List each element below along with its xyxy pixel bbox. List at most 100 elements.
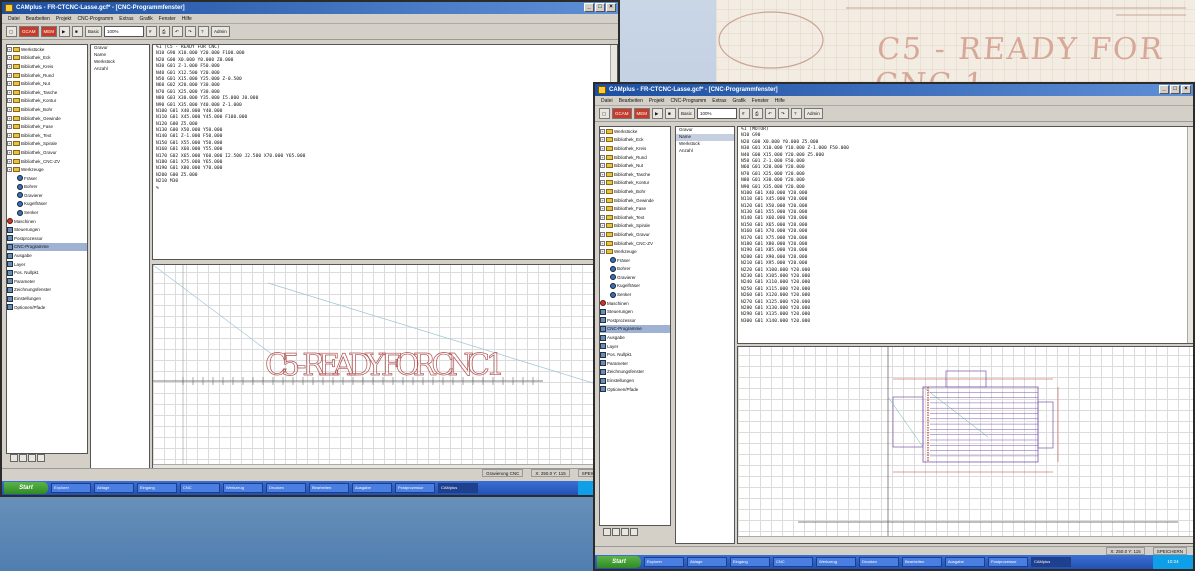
properties-list[interactable]: Gravur Name Werkstück Anzahl xyxy=(675,126,735,544)
tree-item[interactable]: + Bibliothek_Eck xyxy=(600,136,670,145)
expand-icon[interactable]: + xyxy=(600,145,605,151)
window-cnc-text[interactable]: CAMplus - FR-CTCNC-Lasse.gcf* - [CNC-Pro… xyxy=(0,0,620,497)
taskbar-button[interactable]: Postprozessor xyxy=(988,557,1028,567)
tree-item[interactable]: + Bibliothek_Eck xyxy=(7,54,87,63)
tree-item[interactable]: + Bibliothek_Gravur xyxy=(7,148,87,157)
engraving-text[interactable]: C5 - READY FOR CNC 1 xyxy=(265,348,506,384)
menu-item[interactable]: Grafik xyxy=(732,97,746,104)
expand-icon[interactable]: + xyxy=(600,188,605,194)
help-icon[interactable]: ? xyxy=(198,26,210,37)
footer-btn-icon[interactable] xyxy=(19,454,27,462)
expand-icon[interactable]: + xyxy=(7,158,12,164)
list-item[interactable]: Gravur xyxy=(679,127,693,132)
footer-btn-icon[interactable] xyxy=(630,528,638,536)
taskbar-button[interactable]: Ausgabe xyxy=(352,483,392,493)
taskbar-button[interactable]: Explorer xyxy=(51,483,91,493)
help-icon[interactable]: ? xyxy=(791,108,803,119)
admin-button[interactable]: Admin xyxy=(211,26,230,37)
expand-icon[interactable]: + xyxy=(600,163,605,169)
list-item[interactable]: Werkstück xyxy=(94,59,115,64)
mem-button[interactable]: MEM xyxy=(633,108,650,119)
tree-item[interactable]: Steuerungen xyxy=(7,225,87,234)
tree-item[interactable]: Pos. Nullpkt. xyxy=(600,350,670,359)
expand-icon[interactable]: + xyxy=(600,240,605,246)
taskbar-button[interactable]: Eingang xyxy=(730,557,770,567)
tree-item[interactable]: Einstellungen xyxy=(600,376,670,385)
horizontal-scrollbar[interactable] xyxy=(738,536,1193,543)
grid-icon[interactable]: # xyxy=(739,108,751,119)
tree-item[interactable]: Optionen/Pfade xyxy=(7,303,87,312)
taskbar-button[interactable]: Drucken xyxy=(266,483,306,493)
expand-icon[interactable]: + xyxy=(7,124,12,130)
tree-item[interactable]: Bohrer xyxy=(600,265,670,274)
expand-icon[interactable]: + xyxy=(7,55,12,61)
expand-icon[interactable]: + xyxy=(7,106,12,112)
undo-icon[interactable]: ↶ xyxy=(765,108,777,119)
admin-button[interactable]: Admin xyxy=(804,108,823,119)
taskbar-button[interactable]: Ablage xyxy=(687,557,727,567)
taskbar-button[interactable]: Ablage xyxy=(94,483,134,493)
window-motor-drawing[interactable]: CAMplus - FR-CTCNC-Lasse.gcf* - [CNC-Pro… xyxy=(593,82,1195,571)
tree-item[interactable]: Ausgabe xyxy=(600,333,670,342)
tree-item[interactable]: Zeichnungsfenster xyxy=(7,286,87,295)
title-bar[interactable]: CAMplus - FR-CTCNC-Lasse.gcf* - [CNC-Pro… xyxy=(595,84,1193,96)
tree-item[interactable]: + Bibliothek_Rund xyxy=(7,71,87,80)
tree-item[interactable]: + Bibliothek_Kreis xyxy=(600,144,670,153)
list-item[interactable]: Werkstück xyxy=(679,141,700,146)
menu-item[interactable]: Bearbeiten xyxy=(618,97,643,104)
list-item[interactable]: Gravur xyxy=(94,45,108,50)
gcam-button[interactable]: GCAM xyxy=(612,108,632,119)
cnc-code-view[interactable]: %1 (MOTOR) N10 G90 N20 G00 X0.000 Y0.000 Z… xyxy=(737,126,1193,344)
menu-item[interactable]: Fenster xyxy=(158,15,176,22)
expand-icon[interactable]: + xyxy=(7,167,12,173)
start-button[interactable]: Start xyxy=(597,556,641,568)
expand-icon[interactable]: + xyxy=(600,154,605,160)
tree-item[interactable]: Fräser xyxy=(600,256,670,265)
redo-icon[interactable]: ↷ xyxy=(185,26,197,37)
tree-item[interactable]: Einstellungen xyxy=(7,294,87,303)
menu-item[interactable]: Hilfe xyxy=(774,97,785,104)
menu-item[interactable]: CNC-Programm xyxy=(77,15,114,22)
expand-icon[interactable]: + xyxy=(600,171,605,177)
tree-item[interactable]: + Bibliothek_Bohr xyxy=(600,187,670,196)
taskbar-button[interactable]: Werkzeug xyxy=(816,557,856,567)
tree-item[interactable]: Gravierer xyxy=(7,191,87,200)
tree-item[interactable]: Pos. Nullpkt. xyxy=(7,268,87,277)
list-item[interactable]: Anzahl xyxy=(94,66,108,71)
footer-btn-icon[interactable] xyxy=(621,528,629,536)
tree-item[interactable]: + Werkstücke xyxy=(600,127,670,136)
minimize-icon[interactable]: _ xyxy=(1159,85,1169,94)
tree-item[interactable]: Ausgabe xyxy=(7,251,87,260)
tree-item[interactable]: Maschinen xyxy=(600,299,670,308)
close-icon[interactable]: × xyxy=(606,3,616,12)
menu-item[interactable]: Datei xyxy=(8,15,20,22)
taskbar-button[interactable]: CAMplus xyxy=(1031,557,1071,567)
zoom-select[interactable]: 100% xyxy=(697,108,738,119)
close-icon[interactable]: × xyxy=(1181,85,1191,94)
footer-btn-icon[interactable] xyxy=(10,454,18,462)
basic-button[interactable]: Basic xyxy=(85,26,103,37)
maximize-icon[interactable]: □ xyxy=(595,3,605,12)
new-icon[interactable]: ▢ xyxy=(599,108,610,119)
expand-icon[interactable]: + xyxy=(600,214,605,220)
menu-item[interactable]: Datei xyxy=(601,97,613,104)
gcam-button[interactable]: GCAM xyxy=(19,26,39,37)
project-tree[interactable]: + Werkstücke + Bibliothek_Eck + Bibliothek_Kr… xyxy=(6,44,88,454)
tree-item[interactable]: + Bibliothek_Spirale xyxy=(7,140,87,149)
tree-item[interactable]: + Bibliothek_Gewinde xyxy=(600,196,670,205)
menu-item[interactable]: Projekt xyxy=(648,97,665,104)
tree-item[interactable]: + Bibliothek_Fase xyxy=(600,204,670,213)
taskbar-button[interactable]: CNC xyxy=(773,557,813,567)
tree-item[interactable]: Senker xyxy=(600,290,670,299)
tree-item[interactable]: + Bibliothek_Fase xyxy=(7,122,87,131)
expand-icon[interactable]: + xyxy=(600,223,605,229)
tree-item[interactable]: + Bibliothek_Gewinde xyxy=(7,114,87,123)
run-icon[interactable]: ▶ xyxy=(59,26,70,37)
footer-btn-icon[interactable] xyxy=(612,528,620,536)
tree-item[interactable]: + Bibliothek_Kontur xyxy=(7,97,87,106)
menu-item[interactable]: Fenster xyxy=(751,97,769,104)
drawing-canvas[interactable] xyxy=(737,346,1193,544)
motor-flange[interactable] xyxy=(892,396,924,448)
expand-icon[interactable]: + xyxy=(7,89,12,95)
tree-item[interactable]: + Bibliothek_Tasche xyxy=(7,88,87,97)
